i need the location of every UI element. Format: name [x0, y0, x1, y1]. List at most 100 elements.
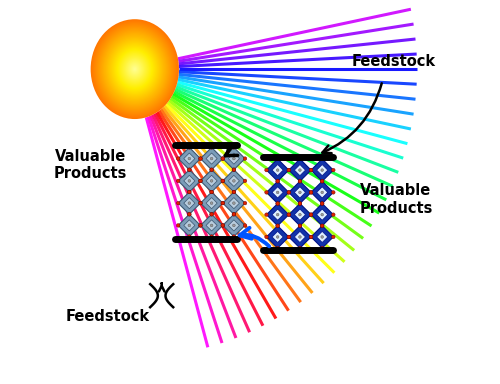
Ellipse shape [103, 33, 167, 105]
Circle shape [210, 180, 213, 182]
Polygon shape [228, 198, 239, 209]
Polygon shape [222, 170, 245, 192]
Ellipse shape [125, 58, 144, 80]
Circle shape [210, 224, 213, 227]
Polygon shape [311, 226, 334, 248]
Polygon shape [294, 187, 306, 198]
Polygon shape [178, 170, 201, 192]
Polygon shape [178, 214, 201, 237]
Ellipse shape [127, 60, 142, 78]
Circle shape [298, 202, 302, 205]
Polygon shape [272, 187, 283, 198]
Polygon shape [316, 187, 328, 198]
Circle shape [188, 157, 190, 160]
Circle shape [232, 146, 235, 149]
Circle shape [298, 157, 302, 161]
Circle shape [320, 224, 324, 228]
Circle shape [276, 202, 280, 205]
Circle shape [221, 223, 224, 227]
Ellipse shape [90, 19, 179, 119]
Polygon shape [206, 175, 217, 186]
Circle shape [221, 223, 224, 227]
Circle shape [210, 146, 214, 149]
Ellipse shape [102, 32, 168, 107]
Circle shape [298, 169, 302, 171]
Polygon shape [311, 159, 334, 181]
Circle shape [243, 223, 247, 227]
Polygon shape [294, 165, 306, 176]
Circle shape [276, 179, 280, 183]
Circle shape [287, 213, 290, 217]
Circle shape [210, 168, 214, 172]
Ellipse shape [112, 43, 158, 95]
Circle shape [176, 179, 180, 183]
Text: Feedstock: Feedstock [352, 54, 436, 69]
Ellipse shape [134, 68, 136, 70]
Ellipse shape [100, 30, 169, 108]
Circle shape [310, 213, 313, 217]
Circle shape [276, 236, 279, 238]
Polygon shape [294, 209, 306, 220]
Circle shape [221, 179, 224, 183]
Ellipse shape [100, 29, 170, 109]
Circle shape [321, 236, 324, 238]
Polygon shape [294, 231, 306, 243]
Circle shape [298, 179, 302, 183]
Ellipse shape [115, 47, 154, 92]
Polygon shape [178, 192, 201, 214]
Circle shape [310, 168, 313, 172]
Polygon shape [272, 231, 283, 243]
Polygon shape [200, 214, 222, 237]
Circle shape [310, 213, 313, 217]
Circle shape [320, 202, 324, 205]
Ellipse shape [104, 34, 166, 104]
Circle shape [176, 223, 180, 227]
Circle shape [210, 190, 214, 194]
Circle shape [310, 190, 313, 194]
Circle shape [198, 157, 202, 161]
Circle shape [221, 179, 224, 183]
Polygon shape [272, 209, 283, 220]
Circle shape [232, 235, 235, 238]
Circle shape [210, 190, 214, 194]
Circle shape [210, 157, 213, 160]
Circle shape [188, 212, 191, 216]
Circle shape [232, 202, 235, 204]
Ellipse shape [130, 64, 139, 74]
Circle shape [287, 190, 290, 194]
Polygon shape [200, 192, 222, 214]
Circle shape [176, 201, 180, 205]
Ellipse shape [117, 49, 152, 89]
Ellipse shape [95, 24, 174, 114]
Circle shape [232, 168, 235, 172]
Polygon shape [316, 231, 328, 243]
Circle shape [276, 246, 280, 250]
Circle shape [188, 180, 190, 182]
Circle shape [264, 168, 268, 172]
Circle shape [276, 214, 279, 216]
Circle shape [188, 190, 191, 194]
Polygon shape [222, 192, 245, 214]
Polygon shape [178, 147, 201, 170]
Circle shape [310, 235, 313, 239]
Circle shape [264, 190, 268, 194]
Polygon shape [222, 147, 245, 170]
Circle shape [188, 168, 191, 172]
Text: Valuable
Products: Valuable Products [359, 184, 432, 216]
Polygon shape [206, 198, 217, 209]
Ellipse shape [94, 23, 176, 115]
Circle shape [221, 201, 224, 205]
Ellipse shape [98, 27, 172, 112]
Circle shape [264, 213, 268, 217]
Circle shape [320, 179, 324, 183]
Circle shape [320, 202, 324, 205]
Circle shape [188, 224, 190, 227]
Circle shape [276, 179, 280, 183]
Polygon shape [272, 165, 283, 176]
Polygon shape [184, 153, 195, 164]
Circle shape [320, 224, 324, 228]
Circle shape [232, 157, 235, 160]
Circle shape [176, 157, 180, 161]
Circle shape [287, 213, 290, 217]
Circle shape [298, 224, 302, 228]
